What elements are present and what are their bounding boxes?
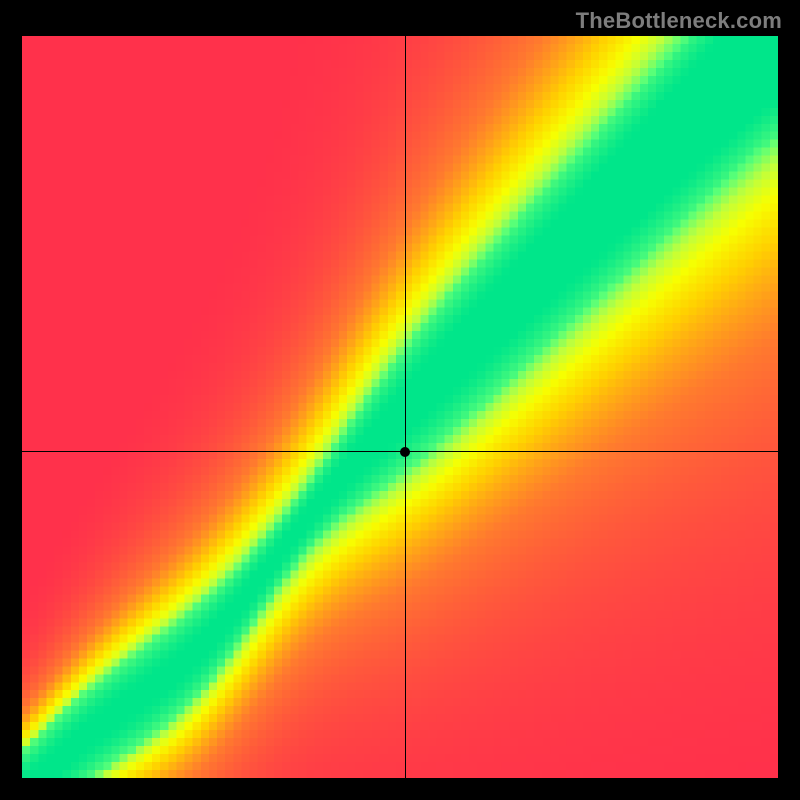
heatmap-canvas bbox=[22, 36, 778, 778]
root: TheBottleneck.com bbox=[0, 0, 800, 800]
watermark-text: TheBottleneck.com bbox=[576, 8, 782, 34]
crosshair-marker bbox=[400, 447, 410, 457]
crosshair-vertical bbox=[405, 36, 406, 778]
heatmap-plot bbox=[22, 36, 778, 778]
